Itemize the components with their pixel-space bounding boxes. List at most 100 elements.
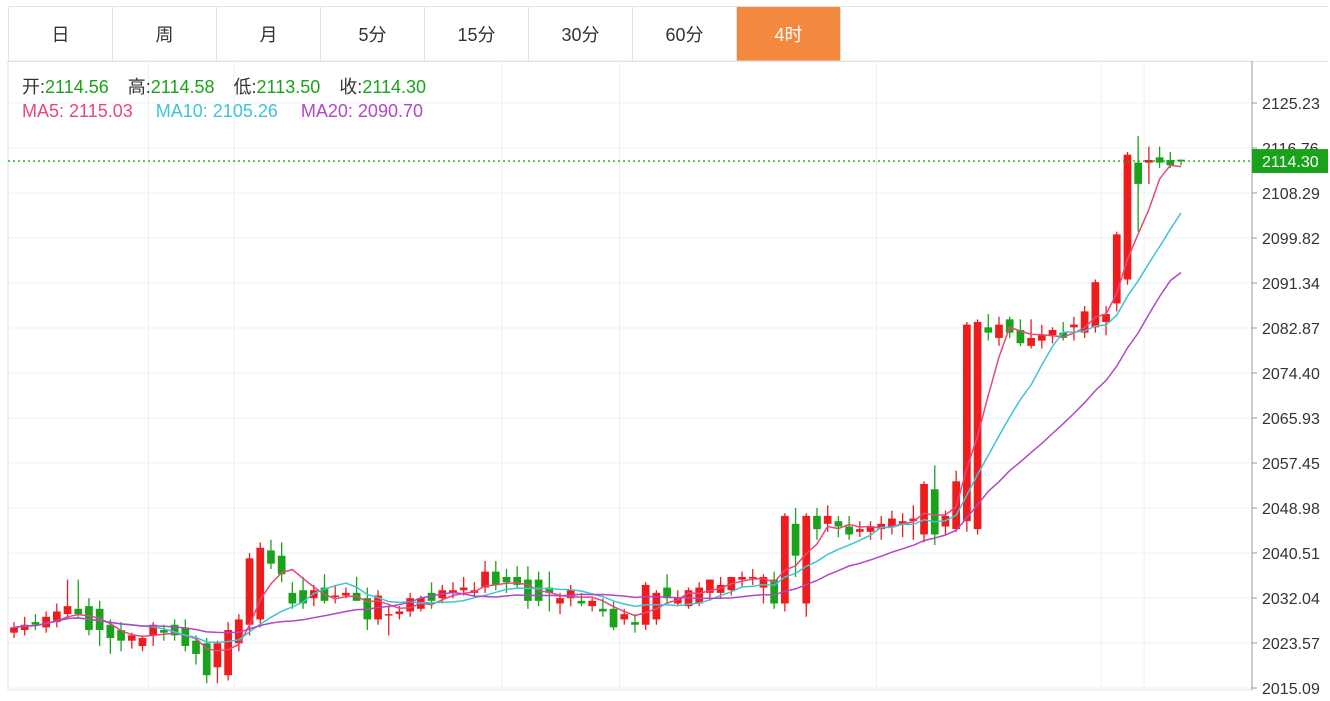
candle-body <box>277 555 286 575</box>
candle-body <box>866 526 875 532</box>
candle-body <box>459 587 468 591</box>
y-tick-label: 2032.04 <box>1262 591 1320 608</box>
y-tick-label: 2125.23 <box>1262 96 1320 113</box>
high-value: 2114.58 <box>150 77 215 97</box>
candle-body <box>556 598 564 604</box>
candle-body <box>1027 337 1035 346</box>
open-label: 开: <box>22 77 46 97</box>
y-tick-label: 2074.40 <box>1262 366 1320 383</box>
candle-body <box>706 579 714 593</box>
candle-body <box>1166 159 1175 166</box>
candle-body <box>384 614 393 616</box>
candle-body <box>995 324 1003 338</box>
candle-body <box>984 327 993 333</box>
candle-body <box>663 587 671 599</box>
tab-30min[interactable]: 30分 <box>529 7 633 61</box>
candle-body <box>245 558 254 625</box>
ma5-line <box>13 164 1182 652</box>
candle-body <box>513 576 522 585</box>
candle-body <box>545 587 554 593</box>
tab-day[interactable]: 日 <box>9 7 113 61</box>
candle-body <box>1177 159 1185 162</box>
candle-body <box>202 643 211 676</box>
candle-body <box>588 600 597 607</box>
candle-body <box>481 571 489 588</box>
candle-body <box>342 592 350 596</box>
candle-body <box>813 515 821 530</box>
candle-body <box>855 529 864 532</box>
candle-body <box>652 592 661 620</box>
candle-body <box>524 579 532 601</box>
candle-body <box>1016 329 1025 344</box>
y-tick-label: 2099.82 <box>1262 231 1320 248</box>
candle-body <box>1037 335 1046 341</box>
y-tick-label: 2015.09 <box>1262 681 1320 698</box>
candle-body <box>695 587 704 604</box>
low-value: 2113.50 <box>256 77 321 97</box>
ma20-value: 2090.70 <box>357 101 423 121</box>
candle-body <box>213 643 222 668</box>
y-tick-label: 2040.51 <box>1262 546 1320 563</box>
candle-body <box>909 518 918 522</box>
candle-body <box>845 526 853 535</box>
tab-month[interactable]: 月 <box>217 7 321 61</box>
candle-body <box>963 324 971 522</box>
candle-body <box>620 614 629 620</box>
candle-body <box>898 521 907 524</box>
candle-body <box>85 606 93 631</box>
ma-legend: MA5: 2115.03 MA10: 2105.26 MA20: 2090.70 <box>22 101 423 122</box>
candle-body <box>181 627 190 646</box>
candle-body <box>127 635 136 641</box>
candle-body <box>31 622 40 625</box>
candle-body <box>631 622 639 625</box>
y-tick-label: 2108.29 <box>1262 186 1320 203</box>
candle-body <box>1091 282 1100 328</box>
candle-body <box>502 576 511 583</box>
candle-body <box>138 638 147 646</box>
candle-body <box>609 608 618 628</box>
candle-body <box>117 630 125 641</box>
candle-body <box>791 523 800 556</box>
candle-body <box>877 523 886 530</box>
candle-body <box>427 592 436 601</box>
candle-body <box>395 611 404 615</box>
candle-body <box>63 606 72 615</box>
ma10-line <box>13 212 1182 644</box>
candle-body <box>224 630 232 676</box>
ma5-value: 2115.03 <box>69 101 133 121</box>
candle-body <box>192 640 200 654</box>
y-tick-label: 2057.45 <box>1262 456 1320 473</box>
tab-4hour[interactable]: 4时 <box>737 7 841 61</box>
tab-60min[interactable]: 60分 <box>633 7 737 61</box>
tab-5min[interactable]: 5分 <box>321 7 425 61</box>
candle-body <box>42 616 50 628</box>
candle-body <box>1134 162 1143 184</box>
tab-week[interactable]: 周 <box>113 7 217 61</box>
open-value: 2114.56 <box>45 77 109 97</box>
candle-body <box>234 619 243 644</box>
candle-body <box>759 576 768 588</box>
tab-15min[interactable]: 15分 <box>425 7 529 61</box>
candle-body <box>160 630 168 633</box>
candle-body <box>802 515 811 604</box>
candle-body <box>770 579 779 604</box>
ma10-label: MA10: <box>155 101 208 121</box>
candle-body <box>95 608 104 631</box>
ma5-label: MA5: <box>22 101 65 121</box>
candle-body <box>1059 332 1068 338</box>
candle-body <box>748 576 757 579</box>
candle-body <box>288 592 297 604</box>
candle-body <box>149 624 158 636</box>
candle-body <box>781 515 789 604</box>
ohlc-legend: 开:2114.56 高:2114.58 低:2113.50 收:2114.30 <box>22 73 426 99</box>
candle-body <box>299 590 307 604</box>
y-tick-label: 2082.87 <box>1262 321 1320 338</box>
candle-body <box>716 584 725 593</box>
plot-frame <box>7 60 1253 691</box>
close-value: 2114.30 <box>362 77 427 97</box>
candle-body <box>920 483 928 535</box>
candle-body <box>738 576 746 580</box>
candle-body <box>1070 324 1078 328</box>
candle-body <box>20 624 29 631</box>
